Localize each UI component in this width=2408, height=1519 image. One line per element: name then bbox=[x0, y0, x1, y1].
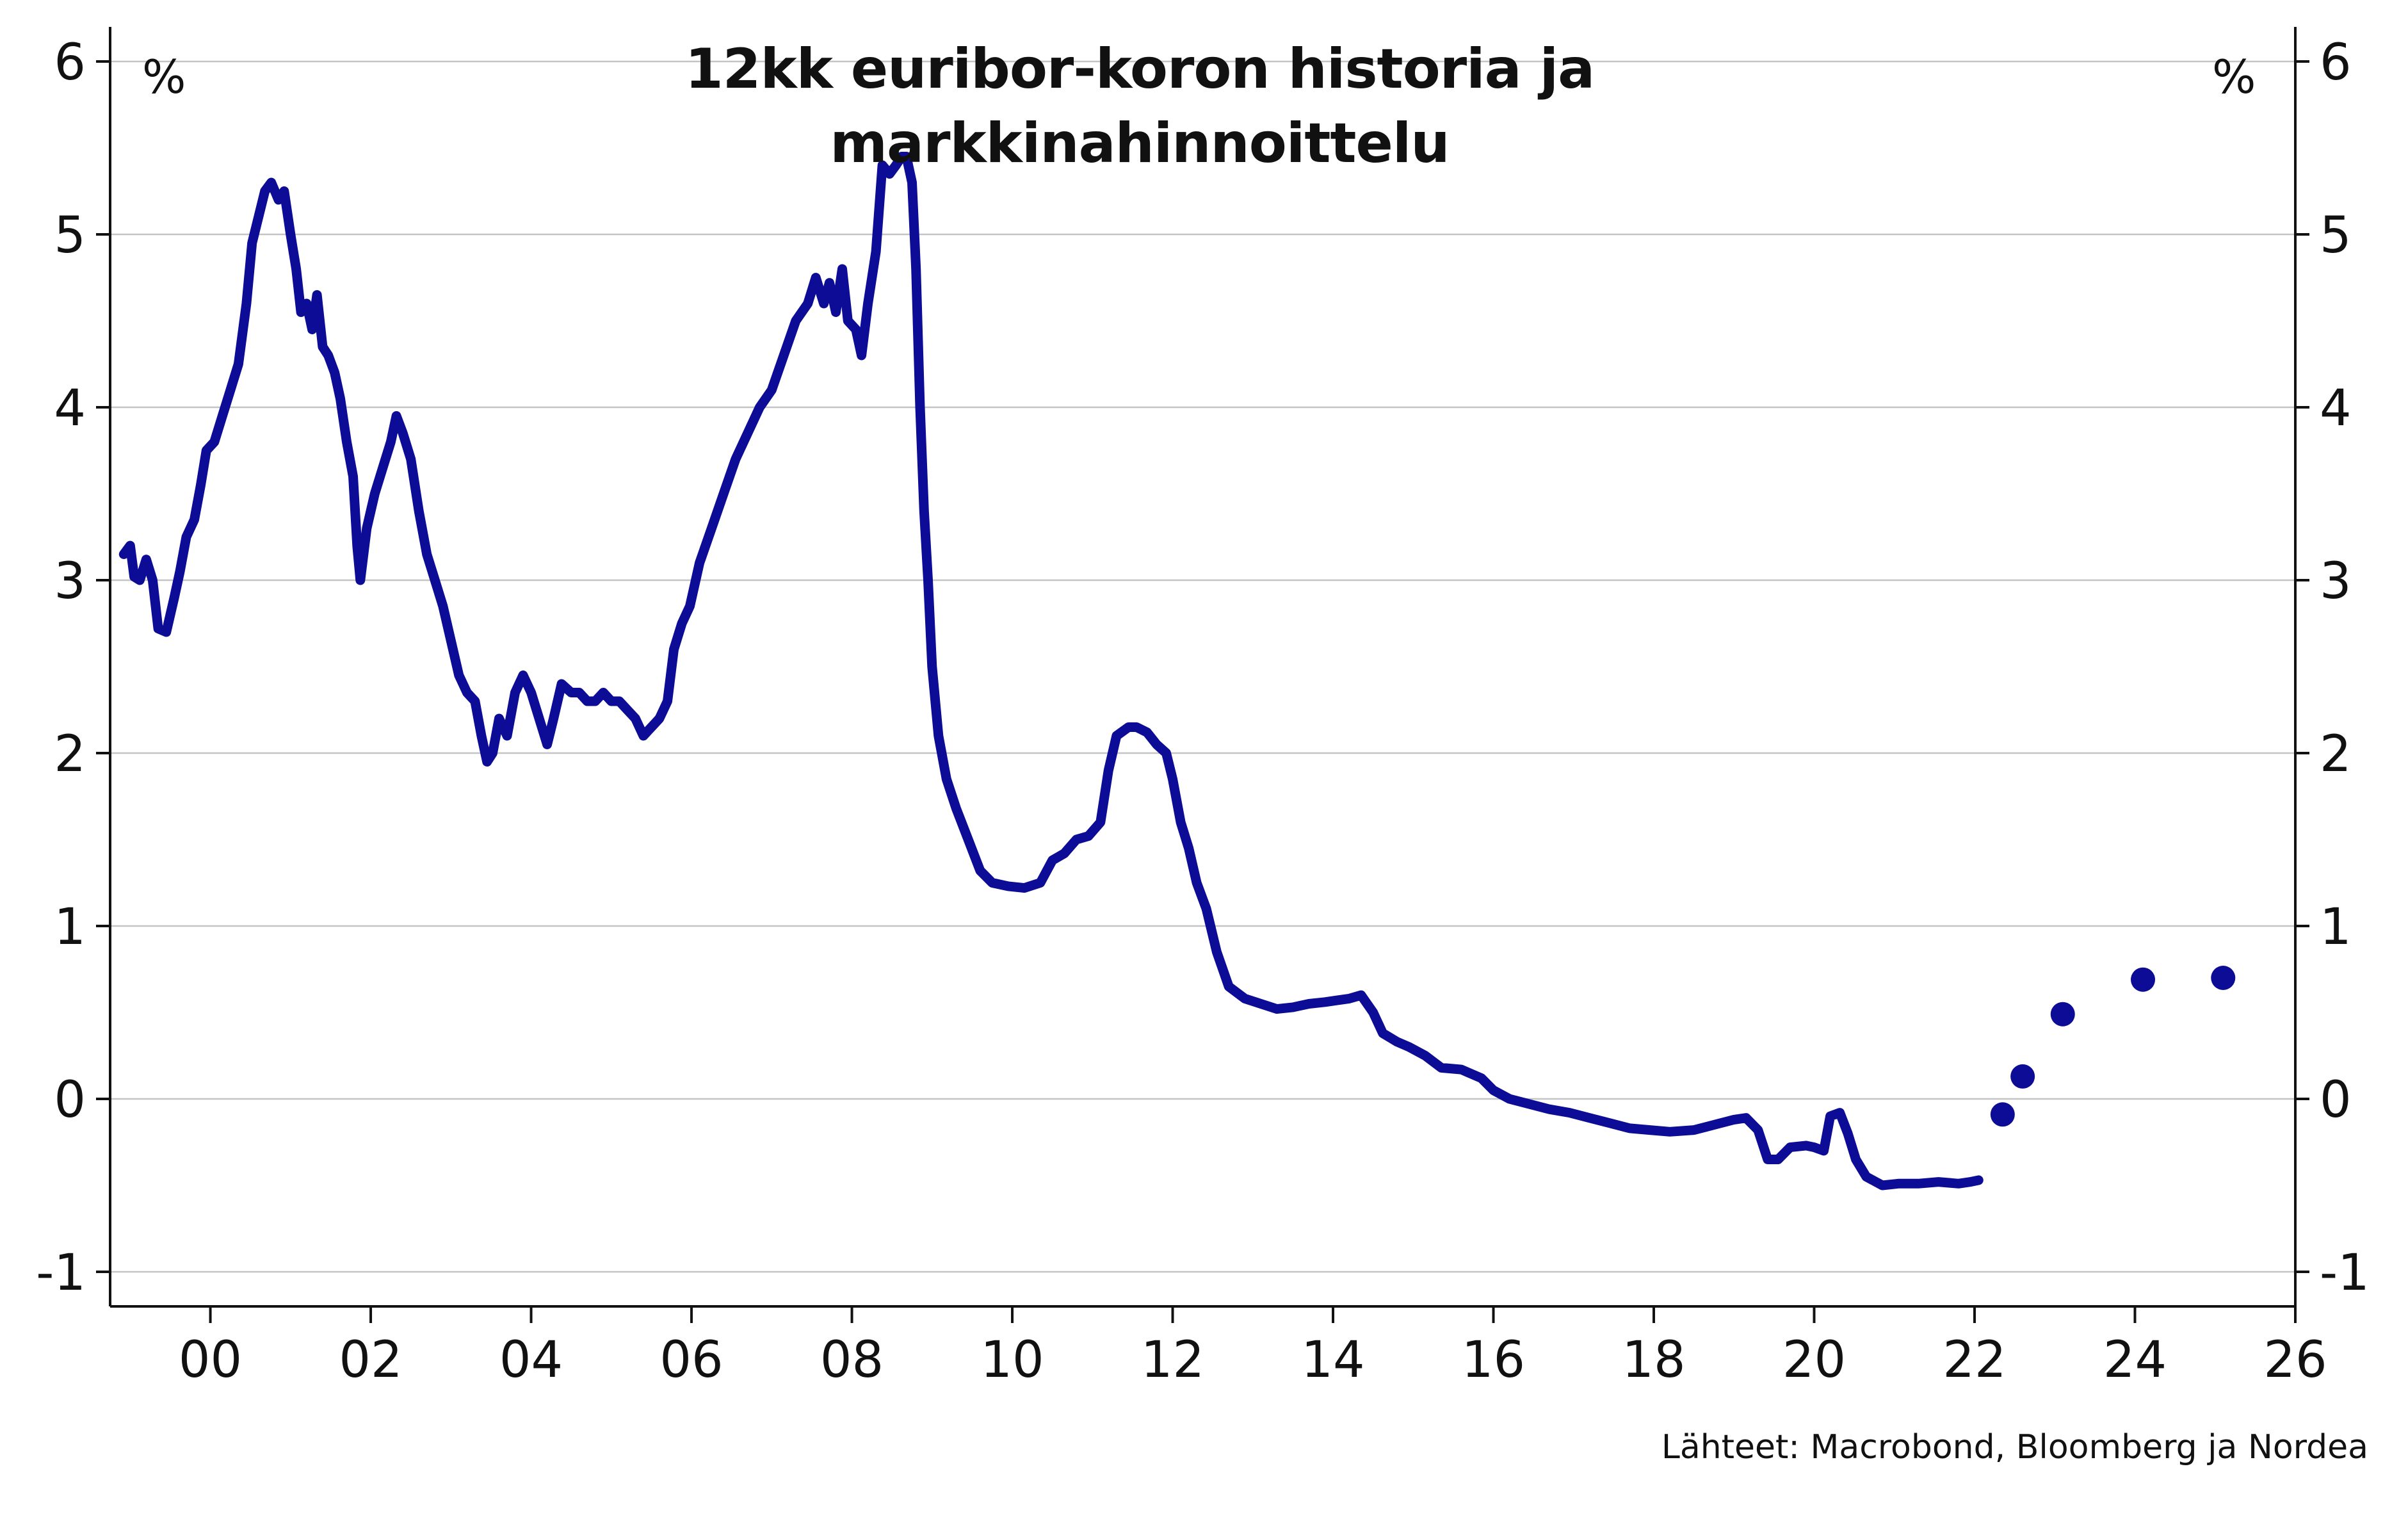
y-tick-label-right: 2 bbox=[2320, 726, 2352, 783]
x-tick-label: 04 bbox=[499, 1331, 563, 1389]
y-tick-label-right: 0 bbox=[2320, 1071, 2352, 1129]
gridlines bbox=[110, 60, 2295, 1273]
y-tick-label-right: 6 bbox=[2320, 34, 2352, 92]
y-tick-label-left: 0 bbox=[54, 1071, 86, 1129]
chart-title: 12kk euribor-koron historia ja markkinah… bbox=[684, 37, 1595, 175]
euribor-history-line bbox=[118, 152, 1984, 1190]
y-tick-label-left: 3 bbox=[54, 553, 86, 610]
source-note: Lähteet: Macrobond, Bloomberg ja Nordea bbox=[1661, 1428, 2368, 1466]
y-tick-label-left: 4 bbox=[54, 380, 86, 437]
y-tick-label-right: 5 bbox=[2320, 207, 2352, 264]
y-tick-labels-right: 6 5 4 3 2 1 0 -1 bbox=[2320, 34, 2370, 1302]
x-tick-label: 22 bbox=[1943, 1331, 2006, 1389]
y-unit-left: % bbox=[142, 50, 186, 104]
y-tick-label-right: 4 bbox=[2320, 380, 2352, 437]
x-tick-labels: 00 02 04 06 08 10 12 14 16 18 20 22 24 26 bbox=[179, 1331, 2327, 1389]
y-tick-label-left: 1 bbox=[54, 898, 86, 956]
y-tick-label-right: 1 bbox=[2320, 898, 2352, 956]
y-tick-label-right: 3 bbox=[2320, 553, 2352, 610]
x-tick-label: 24 bbox=[2103, 1331, 2167, 1389]
x-tick-label: 12 bbox=[1141, 1331, 1204, 1389]
x-tick-label: 00 bbox=[179, 1331, 242, 1389]
y-tick-label-left: 2 bbox=[54, 726, 86, 783]
market-pricing-point bbox=[2211, 966, 2236, 990]
x-tick-label: 02 bbox=[339, 1331, 402, 1389]
y-tick-label-left: 5 bbox=[54, 207, 86, 264]
x-tick-label: 08 bbox=[820, 1331, 884, 1389]
x-tick-label: 14 bbox=[1301, 1331, 1364, 1389]
x-tick-label: 18 bbox=[1622, 1331, 1685, 1389]
y-tick-label-right: -1 bbox=[2320, 1244, 2370, 1302]
y-tick-labels-left: 6 5 4 3 2 1 0 -1 bbox=[36, 34, 86, 1302]
x-tick-label: 06 bbox=[659, 1331, 723, 1389]
market-pricing-point bbox=[2010, 1064, 2035, 1089]
x-tick-label: 16 bbox=[1462, 1331, 1525, 1389]
data-series bbox=[118, 152, 2236, 1190]
chart-axes bbox=[96, 27, 2309, 1323]
y-tick-label-left: -1 bbox=[36, 1244, 86, 1302]
market-pricing-point bbox=[2050, 1002, 2075, 1027]
y-tick-label-left: 6 bbox=[54, 34, 86, 92]
x-tick-label: 10 bbox=[980, 1331, 1044, 1389]
market-pricing-point bbox=[1990, 1102, 2015, 1127]
x-tick-label: 20 bbox=[1782, 1331, 1846, 1389]
y-unit-right: % bbox=[2212, 50, 2256, 104]
x-tick-label: 26 bbox=[2263, 1331, 2327, 1389]
market-pricing-point bbox=[2131, 967, 2156, 992]
